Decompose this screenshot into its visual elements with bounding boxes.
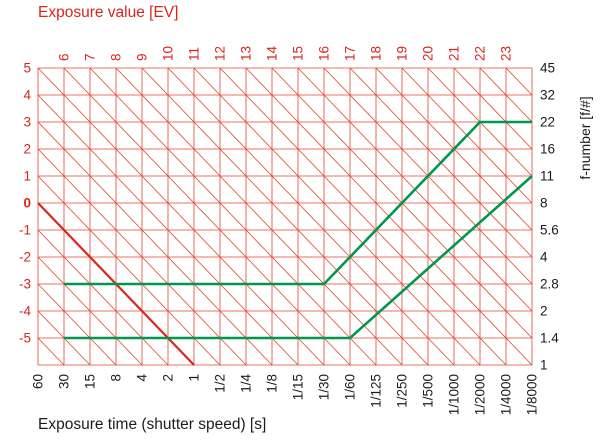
ev-left-label: -4 [19, 304, 31, 319]
f-number-tick-label: 45 [540, 61, 555, 76]
x-axis-title: Exposure time (shutter speed) [s] [38, 416, 267, 433]
ev-diagonal-line [63, 67, 351, 366]
x-tick-label: 1/2000 [472, 374, 487, 415]
ev-left-label: 3 [23, 115, 31, 130]
f-number-tick-label: 32 [540, 88, 555, 103]
ev-top-label: 21 [446, 46, 461, 61]
x-tick-label: 2 [160, 374, 175, 382]
ev-left-label: -2 [19, 250, 31, 265]
ev-left-label: -5 [19, 331, 31, 346]
ev-diagonal-line [37, 229, 169, 366]
ev-top-label: 12 [212, 46, 227, 61]
x-tick-label: 4 [134, 374, 149, 382]
f-number-tick-label: 1 [540, 358, 548, 373]
ev-top-label: 19 [394, 46, 409, 61]
ev-top-label: 7 [82, 53, 97, 61]
x-tick-label: 1/500 [420, 374, 435, 408]
ev-diagonal-line [37, 67, 325, 366]
ev-diagonal-line [37, 94, 299, 366]
ev-top-label: 8 [108, 53, 123, 61]
ev-top-label: 16 [316, 46, 331, 61]
ev-diagonal-line [167, 67, 455, 366]
ev-diagonal-line [479, 67, 533, 123]
x-tick-label: 1/4000 [498, 374, 513, 415]
x-tick-label: 1/60 [342, 374, 357, 400]
ev-top-label: 17 [342, 46, 357, 61]
ev-diagonal-line [193, 67, 481, 366]
f-number-tick-label: 4 [540, 250, 548, 265]
f-number-tick-label: 11 [540, 169, 554, 184]
f-number-tick-label: 2 [540, 304, 548, 319]
ev-diagonal-line [37, 148, 247, 366]
f-number-tick-label: 2.8 [540, 277, 559, 292]
ev-top-label: 20 [420, 46, 435, 61]
x-tick-label: 1/1000 [446, 374, 461, 415]
ev-top-label: 9 [134, 53, 149, 61]
ev-diagonal-line [115, 67, 403, 366]
ev-diagonal-line [37, 256, 143, 366]
ev-diagonal-line [37, 283, 117, 366]
f-number-tick-label: 8 [540, 196, 548, 211]
ev-diagonal-line [453, 67, 533, 150]
ev-diagonal-line [37, 337, 65, 366]
x-tick-label: 1/15 [290, 374, 305, 400]
ev-top-label: 23 [498, 46, 513, 61]
ev-diagonal-line [37, 175, 221, 366]
ev-left-label: 5 [23, 61, 31, 76]
ev-top-label: 15 [290, 46, 305, 61]
x-tick-label: 1/4 [238, 374, 253, 393]
chart-title: Exposure value [EV] [38, 4, 179, 21]
ev-top-label: 11 [186, 47, 201, 61]
x-tick-label: 60 [30, 374, 45, 389]
x-tick-label: 1 [186, 374, 201, 382]
ev-left-label: 1 [23, 169, 31, 184]
ev-left-label: -3 [19, 277, 31, 292]
x-tick-label: 1/2 [212, 374, 227, 393]
ev-left-label: 4 [23, 88, 31, 103]
f-number-tick-label: 16 [540, 142, 555, 157]
x-tick-label: 15 [82, 374, 97, 389]
ev-left-label: -1 [19, 223, 31, 238]
f-number-tick-label: 22 [540, 115, 555, 130]
ev-diagonal-line [505, 67, 533, 96]
x-tick-label: 1/125 [368, 374, 383, 408]
x-tick-label: 30 [56, 374, 71, 389]
ev-top-label: 13 [238, 46, 253, 61]
ev-top-label: 10 [160, 46, 175, 61]
x-tick-label: 1/250 [394, 374, 409, 408]
ev-top-label: 14 [264, 45, 279, 61]
ev-top-label: 6 [56, 53, 71, 61]
ev-diagonal-line [219, 67, 507, 366]
f-number-tick-label: 5.6 [540, 223, 559, 238]
x-tick-label: 1/30 [316, 374, 331, 400]
y-axis-title: f-number [f/#] [577, 96, 593, 179]
x-tick-label: 1/8000 [524, 374, 539, 415]
f-number-tick-label: 1.4 [540, 331, 559, 346]
program-curve-upper [64, 120, 532, 286]
ev-top-label: 22 [472, 46, 487, 61]
x-tick-label: 8 [108, 374, 123, 382]
x-tick-label: 1/8 [264, 374, 279, 393]
ev-diagonal-line [141, 67, 429, 366]
ev-diagonal-line [89, 67, 377, 366]
ev-left-label: 0 [23, 196, 31, 211]
ev-diagonal-line [37, 121, 273, 366]
program-curve-lower [64, 175, 533, 340]
ev-left-label: 2 [23, 142, 31, 157]
ev-top-label: 18 [368, 46, 383, 61]
